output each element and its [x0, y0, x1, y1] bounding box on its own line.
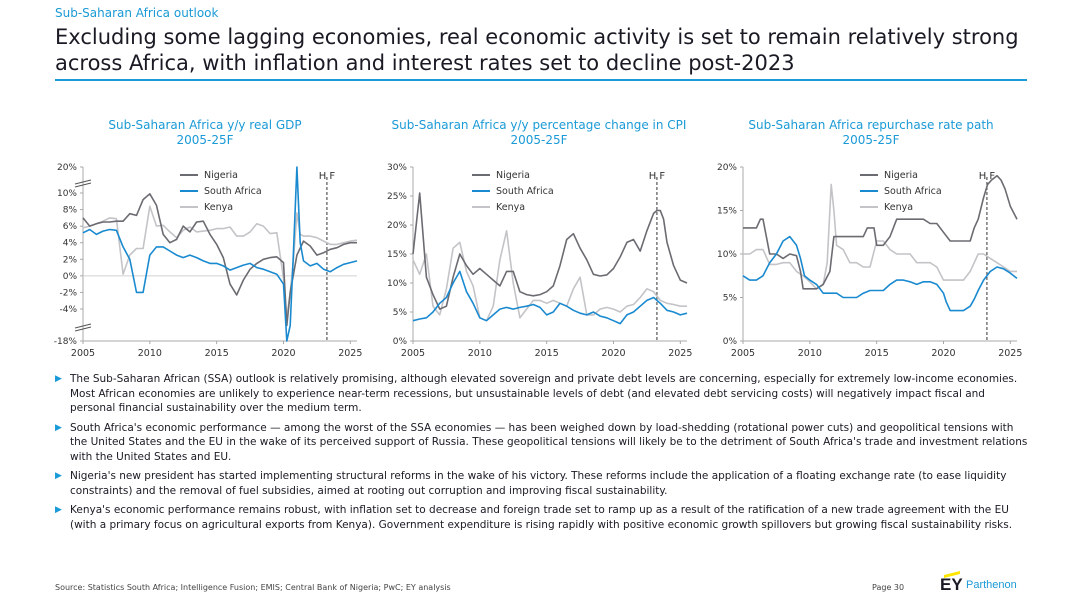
- x-tick-label: 2020: [931, 348, 955, 359]
- bullet-item: ▶ Kenya's economic performance remains ro…: [55, 503, 1030, 532]
- logo-brand-text: Parthenon: [966, 579, 1017, 591]
- x-tick-label: 2015: [535, 348, 559, 359]
- y-tick-label: 0%: [393, 337, 408, 347]
- y-tick-label: 5%: [393, 308, 408, 318]
- legend-label: Kenya: [884, 202, 913, 213]
- forecast-label: H F: [979, 171, 996, 182]
- x-tick-label: 2020: [601, 348, 625, 359]
- x-tick-label: 2005: [731, 348, 755, 359]
- y-tick-label: 20%: [57, 163, 77, 173]
- bullet-item: ▶ The Sub-Saharan African (SSA) outlook i…: [55, 372, 1030, 416]
- bullet-text: Nigeria's new president has started impl…: [70, 470, 1007, 497]
- bullet-item: ▶ South Africa's economic performance — a…: [55, 421, 1030, 465]
- x-tick-label: 2020: [271, 348, 295, 359]
- x-tick-label: 2015: [865, 348, 889, 359]
- bullet-text: Kenya's economic performance remains rob…: [70, 504, 1013, 531]
- axis-break-mark: [74, 179, 92, 185]
- legend-label: South Africa: [884, 186, 942, 197]
- x-tick-label: 2010: [798, 348, 822, 359]
- chart-3-subtitle: 2005-25F: [842, 133, 900, 147]
- series-line-kenya: [412, 230, 687, 322]
- y-tick-label: 4%: [63, 239, 78, 249]
- y-tick-label: 20%: [717, 163, 737, 173]
- chart-1-title: Sub-Saharan Africa y/y real GDP: [108, 118, 302, 132]
- y-tick-label: 0%: [723, 337, 738, 347]
- chart-2-heading: Sub-Saharan Africa y/y percentage change…: [374, 118, 704, 148]
- series-line-nigeria: [82, 192, 357, 327]
- legend-label: South Africa: [496, 186, 554, 197]
- axis-break-mark: [74, 323, 92, 329]
- chart-1-heading: Sub-Saharan Africa y/y real GDP 2005-25F: [40, 118, 370, 148]
- source-note: Source: Statistics South Africa; Intelli…: [55, 583, 451, 592]
- page-number: Page 30: [872, 583, 905, 592]
- bullet-text: The Sub-Saharan African (SSA) outlook is…: [70, 373, 1018, 414]
- y-tick-label: -2%: [59, 288, 77, 298]
- y-tick-label: 25%: [387, 192, 407, 202]
- axis-break-mark: [74, 182, 92, 188]
- series-line-nigeria: [412, 192, 688, 310]
- repo-rate-chart: 0% 5% 10% 15% 20% 2005 2010 2015 2020 2025 H F Nige…: [717, 163, 1022, 359]
- y-tick-label: 15%: [387, 250, 407, 260]
- gdp-chart: 20% 10% 8% 6% 4% 2% 0% -2% -4% -18%2005 2010 2015 20…: [54, 163, 363, 359]
- legend-label: South Africa: [204, 186, 262, 197]
- series-line-nigeria: [743, 174, 1018, 290]
- bullet-arrow-icon: ▶: [55, 471, 62, 481]
- forecast-label: H F: [319, 171, 336, 182]
- series-line-south-africa: [82, 166, 358, 342]
- series-line-kenya: [82, 205, 358, 319]
- bullet-arrow-icon: ▶: [55, 505, 62, 515]
- x-tick-label: 2005: [71, 348, 95, 359]
- axis-break-mark: [74, 326, 92, 332]
- legend-label: Nigeria: [496, 170, 530, 181]
- x-tick-label: 2010: [138, 348, 162, 359]
- logo-ey-text: EY: [940, 575, 963, 594]
- bullet-item: ▶ Nigeria's new president has started imp…: [55, 469, 1030, 498]
- legend-label: Kenya: [204, 202, 233, 213]
- legend-label: Nigeria: [204, 170, 238, 181]
- y-tick-label: -18%: [54, 337, 78, 347]
- x-tick-label: 2010: [468, 348, 492, 359]
- y-tick-label: 10%: [717, 250, 737, 260]
- ey-parthenon-logo: EY Parthenon: [940, 571, 1030, 596]
- y-tick-label: 5%: [723, 294, 738, 304]
- bullet-arrow-icon: ▶: [55, 422, 62, 433]
- legend-label: Nigeria: [884, 170, 918, 181]
- y-tick-label: 10%: [387, 279, 407, 289]
- bullet-text: South Africa's economic performance — am…: [70, 421, 1028, 463]
- y-tick-label: 15%: [717, 207, 737, 217]
- y-tick-label: 10%: [57, 189, 77, 199]
- bullet-arrow-icon: ▶: [55, 374, 62, 384]
- x-tick-label: 2025: [668, 348, 692, 359]
- bullet-list: ▶ The Sub-Saharan African (SSA) outlook i…: [55, 372, 1030, 537]
- y-tick-label: 8%: [63, 206, 78, 216]
- page-title: Excluding some lagging economies, real e…: [55, 25, 1019, 75]
- chart-3-heading: Sub-Saharan Africa repurchase rate path …: [706, 118, 1036, 148]
- title-divider: [55, 79, 1027, 81]
- y-tick-label: 30%: [387, 163, 407, 173]
- y-tick-label: 0%: [63, 272, 78, 282]
- chart-2-title: Sub-Saharan Africa y/y percentage change…: [391, 118, 687, 132]
- y-tick-label: -4%: [59, 305, 77, 315]
- chart-2-subtitle: 2005-25F: [510, 133, 568, 147]
- chart-3-title: Sub-Saharan Africa repurchase rate path: [748, 118, 994, 132]
- series-line-south-africa: [742, 235, 1018, 312]
- y-tick-label: 2%: [63, 255, 78, 265]
- x-tick-label: 2025: [998, 348, 1022, 359]
- section-supertitle: Sub-Saharan Africa outlook: [55, 6, 219, 20]
- series-line-south-africa: [412, 270, 688, 325]
- forecast-label: H F: [649, 171, 666, 182]
- x-tick-label: 2025: [338, 348, 362, 359]
- y-tick-label: 20%: [387, 221, 407, 231]
- chart-1-subtitle: 2005-25F: [176, 133, 234, 147]
- x-tick-label: 2015: [205, 348, 229, 359]
- cpi-chart: 0% 5% 10% 15% 20% 25% 30% 2005 2010 2015 2020 2025 H…: [387, 163, 692, 359]
- x-tick-label: 2005: [401, 348, 425, 359]
- legend-label: Kenya: [496, 202, 525, 213]
- y-tick-label: 6%: [63, 222, 78, 232]
- series-line-kenya: [743, 183, 1017, 290]
